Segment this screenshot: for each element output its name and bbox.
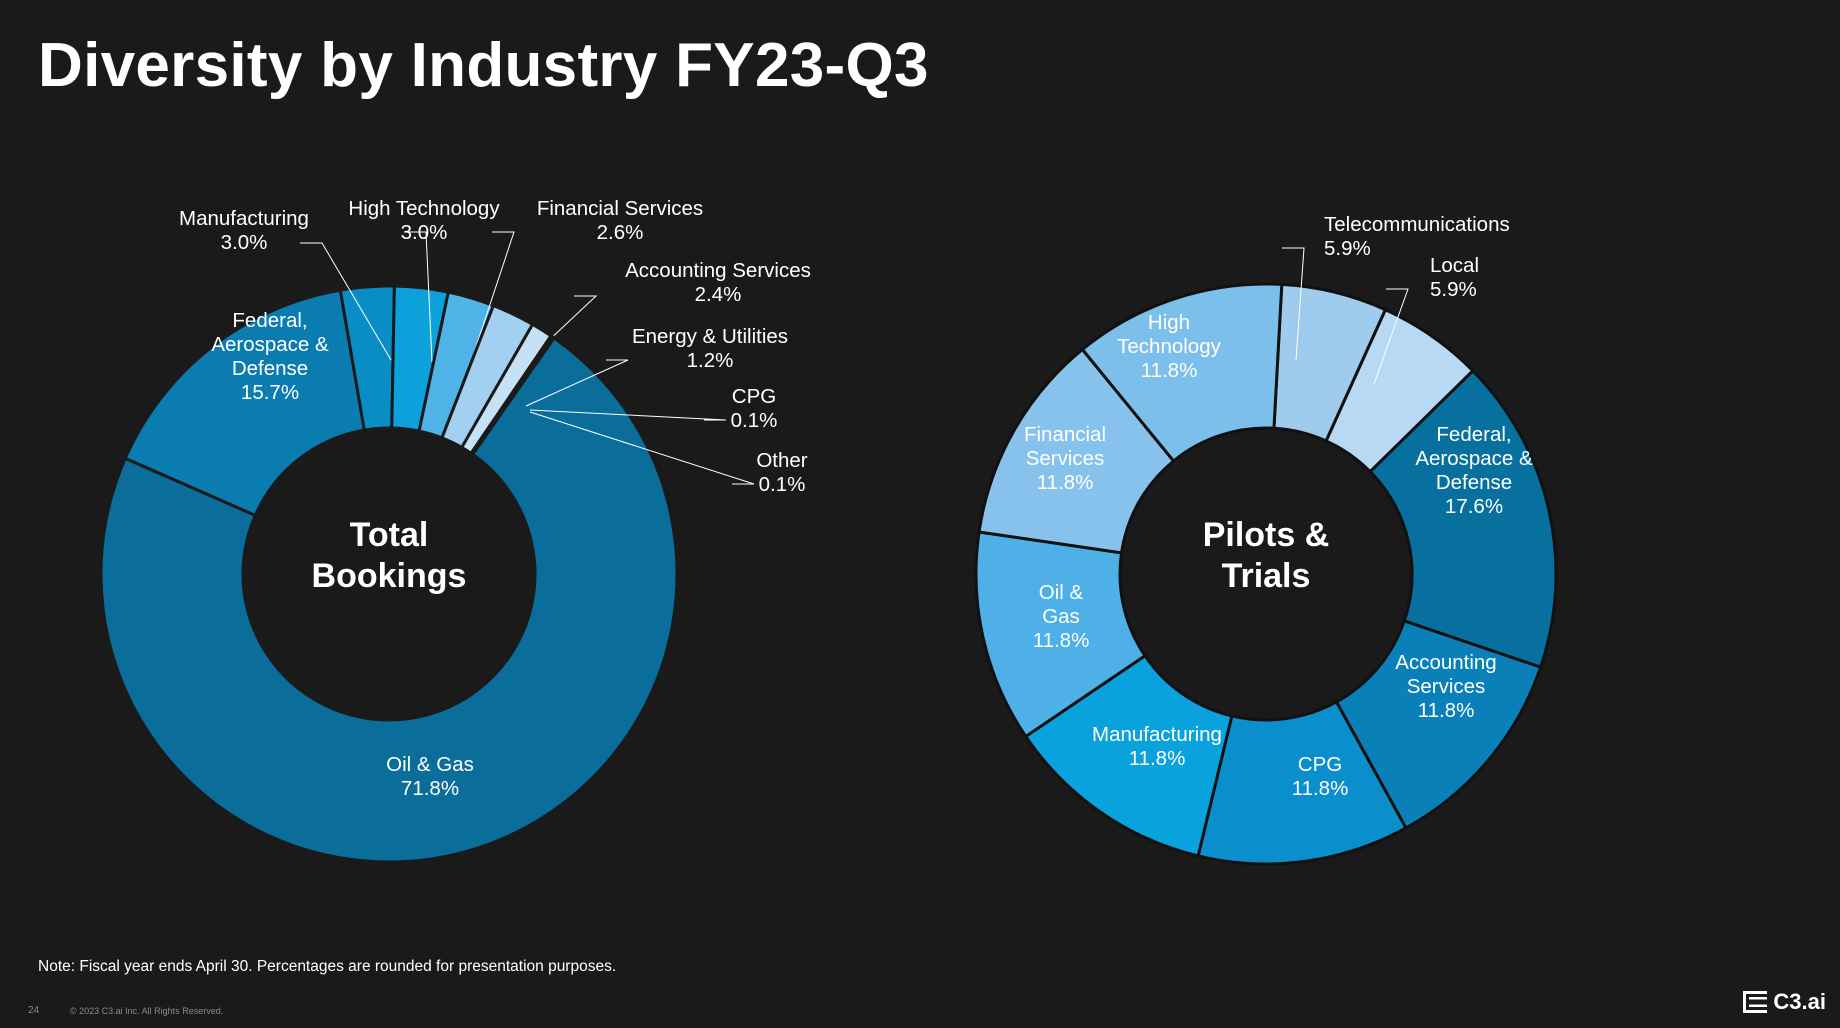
slice-label-0-7: CPG 0.1%	[731, 385, 778, 432]
footnote: Note: Fiscal year ends April 30. Percent…	[38, 958, 617, 975]
leader-line-0-7	[529, 409, 727, 421]
center-label-1: Pilots & Trials	[1203, 516, 1330, 595]
slice-label-1-1: Local 5.9%	[1430, 254, 1479, 301]
slice-label-1-6: Oil & Gas 11.8%	[1033, 581, 1090, 652]
pilots-trials-donut: Telecommunications 5.9%Local 5.9% Federal, A…	[974, 213, 1558, 866]
page-number: 24	[28, 1005, 40, 1016]
leader-line-0-8	[529, 411, 755, 485]
slice-label-0-6: Energy & Utilities 1.2%	[632, 325, 788, 372]
slice-0-8	[469, 334, 557, 457]
center-label-0: Total Bookings	[312, 516, 467, 595]
slice-label-0-0: Oil & Gas 71.8%	[386, 753, 474, 800]
total-bookings-donut: Oil & Gas 71.8% Federal, Aerospace & Defense…	[99, 197, 811, 864]
slice-label-1-3: Accounting Services 11.8%	[1395, 651, 1496, 722]
slice-label-0-4: Financial Services 2.6%	[537, 197, 703, 244]
brand-logo: C3.ai	[1741, 988, 1826, 1016]
slice-1-7	[977, 347, 1176, 555]
slice-1-2	[1368, 368, 1558, 670]
leader-line-0-6	[525, 359, 629, 407]
copyright: © 2023 C3.ai Inc. All Rights Reserved.	[70, 1006, 224, 1016]
slice-label-1-0: Telecommunications 5.9%	[1324, 213, 1510, 260]
slice-label-0-3: High Technology 3.0%	[348, 197, 500, 244]
slice-label-1-8: High Technology 11.8%	[1117, 311, 1221, 382]
leader-line-1-0	[1282, 247, 1305, 361]
slice-label-0-5: Accounting Services 2.4%	[625, 259, 811, 306]
page-title: Diversity by Industry FY23-Q3	[38, 31, 929, 100]
leader-line-0-3	[404, 231, 433, 363]
slice-1-6	[974, 530, 1148, 739]
slice-0-1	[123, 288, 367, 518]
leader-line-1-1	[1373, 288, 1409, 385]
leader-line-0-2	[300, 242, 392, 361]
slice-1-8	[1080, 282, 1284, 464]
slice-label-1-4: CPG 11.8%	[1292, 753, 1349, 800]
slice-label-0-2: Manufacturing 3.0%	[179, 207, 309, 254]
leader-line-0-4	[466, 231, 515, 375]
slice-label-1-7: Financial Services 11.8%	[1024, 423, 1106, 494]
slice-label-0-8: Other 0.1%	[756, 449, 807, 496]
slice-label-1-5: Manufacturing 11.8%	[1092, 723, 1222, 770]
c3-logo-icon	[1743, 991, 1768, 1013]
slice-label-0-1: Federal, Aerospace & Defense 15.7%	[211, 309, 329, 404]
slice-0-0	[99, 335, 679, 864]
slice-1-4	[1196, 699, 1408, 866]
slice-label-1-2: Federal, Aerospace & Defense 17.6%	[1415, 423, 1533, 518]
brand-name: C3.ai	[1773, 989, 1826, 1014]
slice-1-5	[1023, 653, 1234, 858]
slice-1-3	[1334, 619, 1543, 831]
